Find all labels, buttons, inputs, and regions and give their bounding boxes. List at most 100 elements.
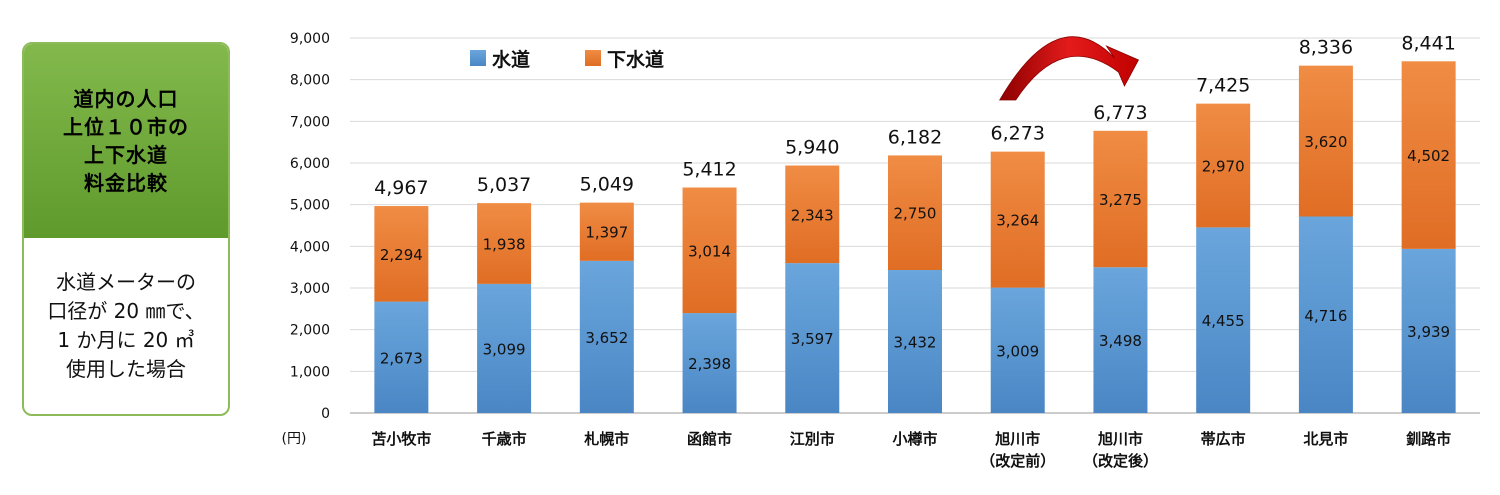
total-label: 5,412 xyxy=(682,159,736,181)
bar-sewer xyxy=(682,187,737,314)
x-category-label: 帯広市 xyxy=(1201,430,1246,448)
body-line-4: 使用した場合 xyxy=(66,357,186,381)
bar-sewer xyxy=(1093,130,1148,268)
value-label-sewer: 3,620 xyxy=(1304,133,1347,151)
x-category-label: 旭川市 xyxy=(994,430,1040,448)
y-tick-label: 0 xyxy=(321,406,330,422)
bar-sewer xyxy=(990,151,1045,288)
x-category-label: 千歳市 xyxy=(482,430,527,448)
bar-sewer xyxy=(477,203,532,284)
total-label: 4,967 xyxy=(374,177,428,199)
y-tick-label: 7,000 xyxy=(290,114,330,130)
bar-sewer xyxy=(1401,61,1456,249)
total-label: 6,273 xyxy=(991,123,1045,145)
bar-water xyxy=(579,260,634,413)
heading-line-1: 道内の人口 xyxy=(73,87,179,111)
y-tick-label: 6,000 xyxy=(290,156,330,172)
value-label-water: 3,099 xyxy=(483,340,526,358)
value-label-water: 3,009 xyxy=(996,342,1039,360)
y-tick-label: 5,000 xyxy=(290,198,330,214)
value-label-sewer: 1,938 xyxy=(483,236,526,254)
y-tick-label: 2,000 xyxy=(290,323,330,339)
bar-water xyxy=(990,287,1045,413)
info-panel-heading: 道内の人口 上位１０市の 上下水道 料金比較 xyxy=(24,44,228,238)
value-label-sewer: 3,014 xyxy=(688,242,731,260)
bar-sewer xyxy=(1298,65,1353,217)
total-label: 5,049 xyxy=(580,174,634,196)
x-category-label: 旭川市 xyxy=(1097,430,1143,448)
x-axis: 苫小牧市 千歳市 札幌市 函館市 江別市 小樽市 旭川市 （改定前） 旭川市 （改定後） 帯広市 北見… xyxy=(371,430,1451,470)
bar-sewer xyxy=(888,155,942,270)
value-label-water: 2,398 xyxy=(688,355,731,373)
value-label-water: 2,673 xyxy=(380,349,423,367)
chart-bars: 2,673 2,294 4,967 3,099 1,938 5,037 3,652 1,397… xyxy=(374,32,1456,413)
bar-sewer xyxy=(374,206,429,302)
y-tick-label: 3,000 xyxy=(290,281,330,297)
value-label-sewer: 3,275 xyxy=(1099,191,1142,209)
y-axis: 0 1,000 2,000 3,000 4,000 5,000 6,000 7,000 8,00… xyxy=(282,31,330,447)
total-label: 6,182 xyxy=(888,126,942,148)
total-label: 6,773 xyxy=(1093,102,1147,124)
y-axis-unit: (円) xyxy=(282,431,307,447)
x-category-label: 札幌市 xyxy=(583,430,629,448)
value-label-sewer: 2,294 xyxy=(380,246,423,264)
value-label-water: 3,597 xyxy=(791,330,834,348)
heading-line-4: 料金比較 xyxy=(84,171,168,195)
y-tick-label: 4,000 xyxy=(290,239,330,255)
bar-water xyxy=(477,283,532,413)
value-label-water: 3,939 xyxy=(1407,323,1450,341)
total-label: 8,336 xyxy=(1299,37,1353,59)
curved-arrow xyxy=(999,36,1140,101)
chart-legend: 水道 下水道 xyxy=(470,48,664,71)
bar-sewer xyxy=(579,202,634,261)
legend-label: 下水道 xyxy=(607,48,664,71)
total-label: 8,441 xyxy=(1401,32,1455,54)
value-label-sewer: 3,264 xyxy=(996,212,1039,230)
body-line-1: 水道メーターの xyxy=(56,270,196,294)
legend-swatch xyxy=(585,50,601,66)
x-category-label: （改定後） xyxy=(1083,452,1158,470)
heading-line-3: 上下水道 xyxy=(84,143,168,167)
info-panel-body: 水道メーターの 口径が 20 ㎜で、 1 か月に 20 ㎥ 使用した場合 xyxy=(24,238,228,414)
x-category-label: 北見市 xyxy=(1303,430,1348,448)
bar-water xyxy=(1401,248,1456,413)
bar-water xyxy=(1196,227,1251,413)
value-label-water: 3,498 xyxy=(1099,332,1142,350)
value-label-water: 4,455 xyxy=(1202,312,1245,330)
value-label-sewer: 2,970 xyxy=(1202,158,1245,176)
value-label-sewer: 2,750 xyxy=(894,205,937,223)
x-category-label: 苫小牧市 xyxy=(371,430,431,448)
bar-water xyxy=(1093,267,1148,413)
total-label: 5,037 xyxy=(477,174,531,196)
legend-swatch xyxy=(470,50,486,66)
value-label-water: 4,716 xyxy=(1304,307,1347,325)
y-tick-label: 8,000 xyxy=(290,73,330,89)
x-category-label: 釧路市 xyxy=(1406,430,1451,448)
body-line-2: 口径が 20 ㎜で、 xyxy=(47,299,205,323)
bar-water xyxy=(374,301,429,413)
y-tick-label: 9,000 xyxy=(290,31,330,47)
x-category-label: （改定前） xyxy=(980,452,1055,470)
value-label-sewer: 2,343 xyxy=(791,206,834,224)
bar-sewer xyxy=(1196,103,1251,228)
legend-label: 水道 xyxy=(492,48,530,71)
body-line-3: 1 か月に 20 ㎥ xyxy=(57,328,195,352)
y-tick-label: 1,000 xyxy=(290,364,330,380)
bar-water xyxy=(682,313,737,413)
info-panel: 道内の人口 上位１０市の 上下水道 料金比較 水道メーターの 口径が 20 ㎜で… xyxy=(22,42,230,416)
value-label-sewer: 4,502 xyxy=(1407,147,1450,165)
value-label-sewer: 1,397 xyxy=(585,224,628,242)
value-label-water: 3,432 xyxy=(894,334,937,352)
bar-water xyxy=(785,263,840,413)
total-label: 7,425 xyxy=(1196,75,1250,97)
heading-line-2: 上位１０市の xyxy=(63,115,189,139)
bar-water xyxy=(888,270,942,413)
x-category-label: 函館市 xyxy=(687,430,732,448)
x-category-label: 小樽市 xyxy=(892,430,937,448)
x-category-label: 江別市 xyxy=(790,430,835,448)
bar-sewer xyxy=(785,165,840,264)
chart-annotations xyxy=(999,36,1140,101)
value-label-water: 3,652 xyxy=(585,329,628,347)
bar-water xyxy=(1298,216,1353,413)
